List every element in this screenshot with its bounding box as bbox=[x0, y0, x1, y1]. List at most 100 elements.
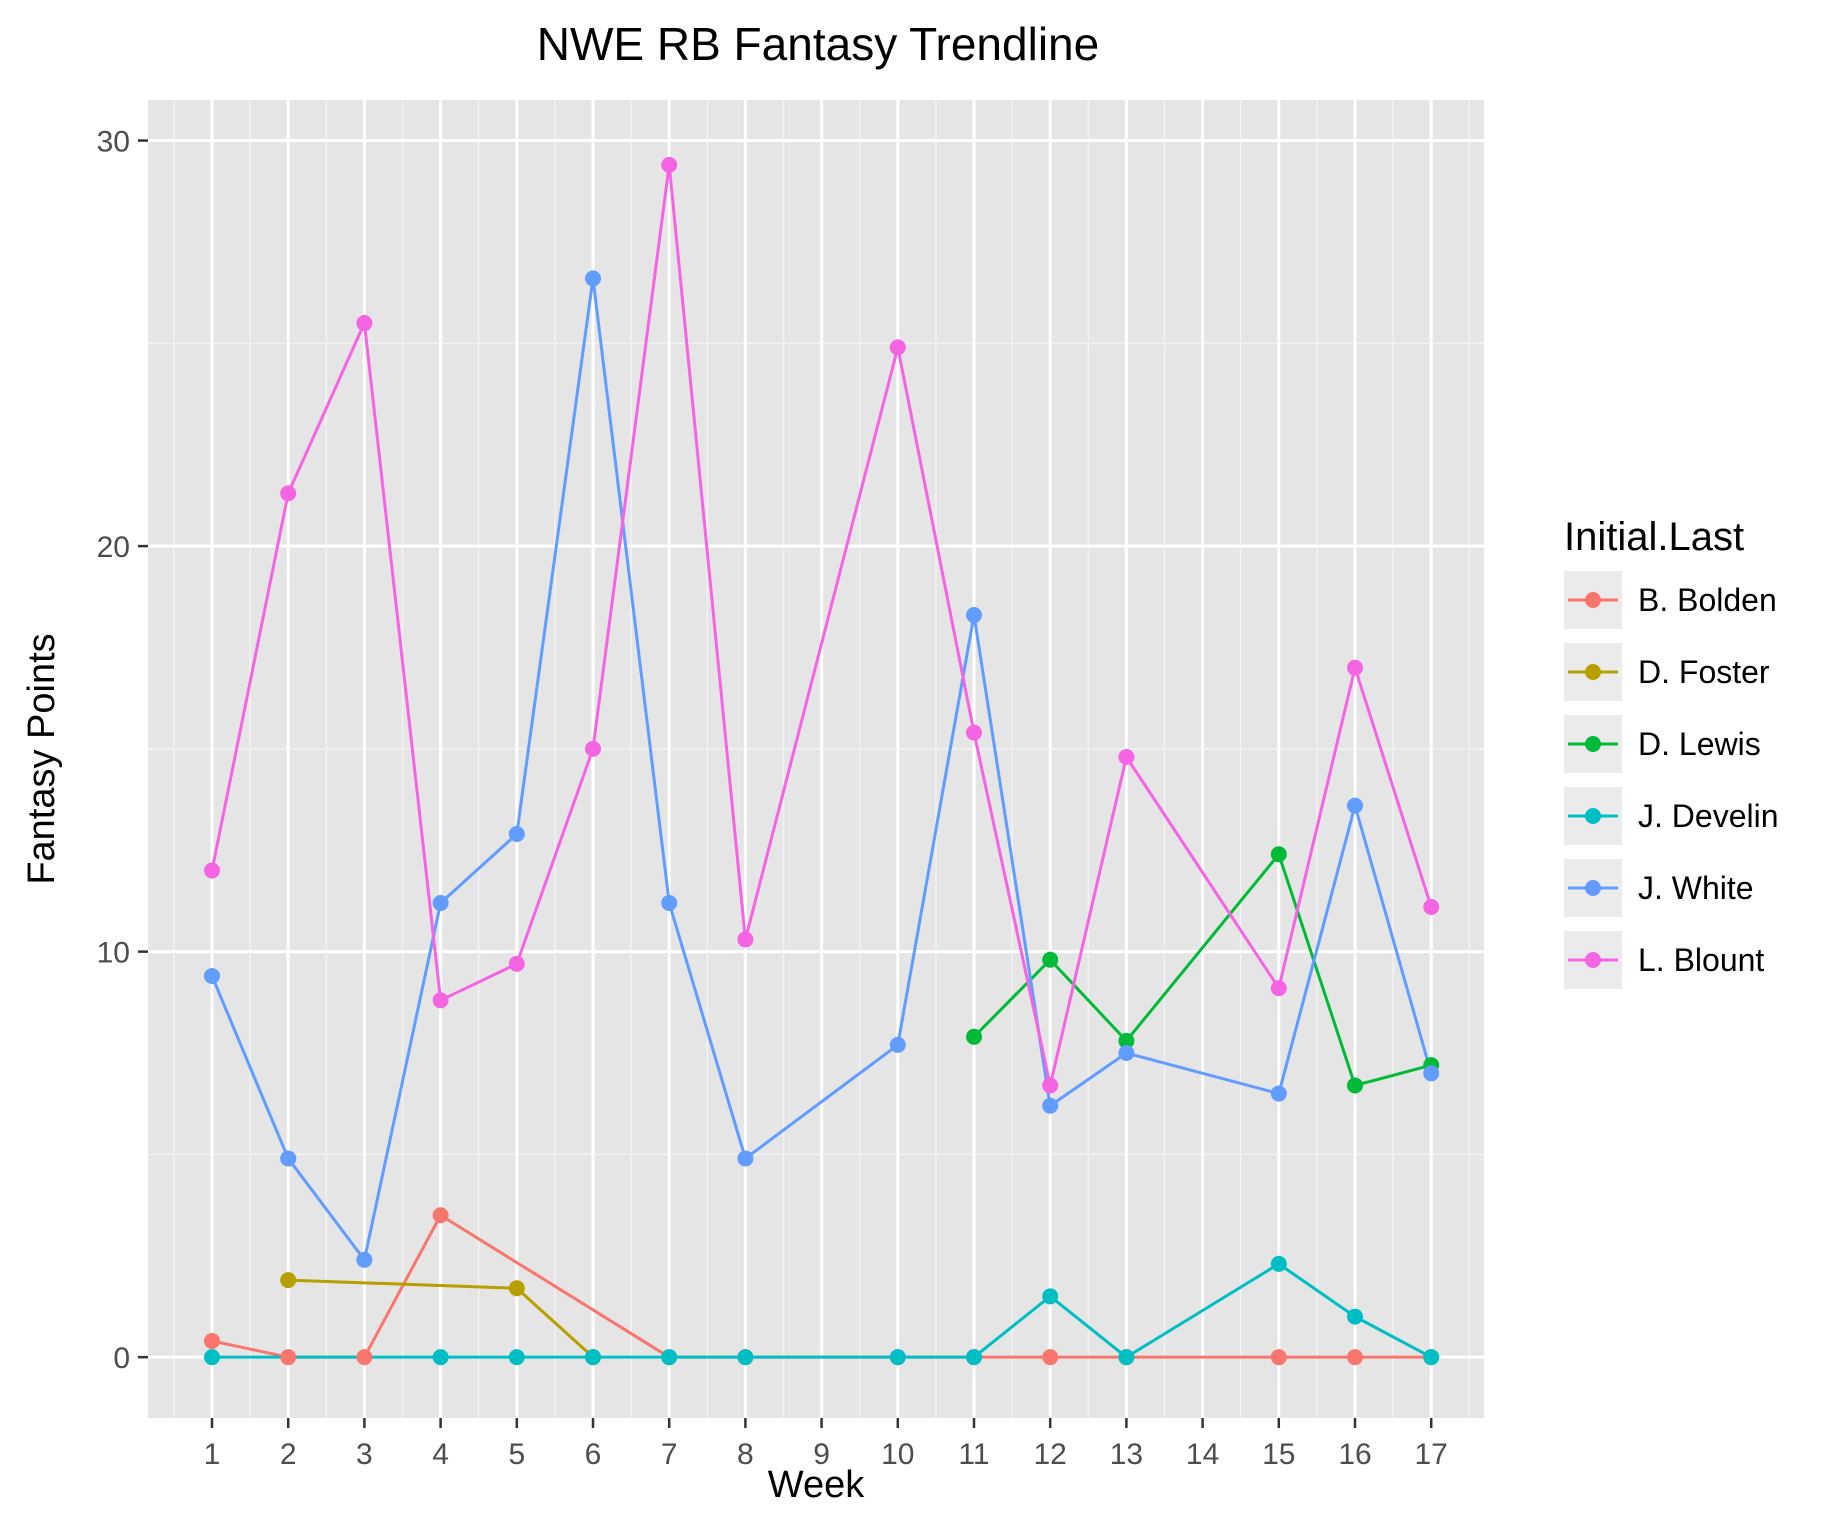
x-tick-label: 10 bbox=[881, 1438, 914, 1471]
legend-key-point bbox=[1585, 952, 1601, 968]
y-axis: 0 10 20 30 bbox=[97, 126, 148, 1375]
data-point-l-blount bbox=[1270, 980, 1287, 997]
minor-gridlines bbox=[148, 100, 1484, 1418]
x-tick-label: 14 bbox=[1186, 1438, 1219, 1471]
data-point-j-develin bbox=[585, 1349, 601, 1366]
data-point-j-white bbox=[280, 1150, 297, 1167]
x-axis-title: Week bbox=[768, 1464, 865, 1506]
data-point-l-blount bbox=[432, 992, 449, 1009]
data-point-l-blount bbox=[889, 339, 906, 356]
data-point-b-bolden bbox=[1347, 1349, 1363, 1366]
data-point-d-lewis bbox=[1118, 1032, 1135, 1049]
data-point-l-blount bbox=[1042, 1077, 1059, 1094]
data-point-j-develin bbox=[1423, 1349, 1440, 1366]
data-point-j-develin bbox=[737, 1349, 754, 1366]
legend-label: J. Develin bbox=[1638, 798, 1779, 834]
x-tick-label: 17 bbox=[1415, 1438, 1448, 1471]
data-point-l-blount bbox=[737, 931, 754, 948]
x-tick-label: 11 bbox=[958, 1438, 989, 1471]
x-tick-label: 9 bbox=[813, 1438, 830, 1471]
legend-label: B. Bolden bbox=[1638, 582, 1777, 618]
data-point-d-lewis bbox=[1042, 951, 1059, 968]
legend: Initial.Last B. Bolden D. Foster D. Lewis J… bbox=[1564, 515, 1779, 989]
series-line-d-lewis bbox=[972, 852, 1432, 1087]
data-point-l-blount bbox=[356, 315, 373, 332]
legend-label: L. Blount bbox=[1638, 942, 1764, 978]
data-point-d-foster bbox=[508, 1280, 525, 1297]
data-point-j-white bbox=[1118, 1045, 1135, 1062]
x-tick-label: 13 bbox=[1110, 1438, 1143, 1471]
data-point-j-develin bbox=[966, 1349, 982, 1366]
data-point-j-white bbox=[585, 270, 601, 287]
y-tick-label: 30 bbox=[97, 126, 130, 159]
data-point-j-white bbox=[737, 1150, 754, 1167]
y-axis-title: Fantasy Points bbox=[21, 633, 63, 884]
data-point-b-bolden bbox=[356, 1349, 373, 1366]
x-tick-label: 4 bbox=[432, 1438, 449, 1471]
data-point-l-blount bbox=[966, 724, 982, 741]
data-point-d-lewis bbox=[966, 1028, 982, 1045]
data-point-j-white bbox=[1270, 1085, 1287, 1102]
data-point-b-bolden bbox=[1042, 1349, 1059, 1366]
data-point-l-blount bbox=[280, 485, 297, 502]
data-point-j-white bbox=[508, 826, 525, 843]
data-point-j-develin bbox=[432, 1349, 449, 1366]
x-tick-label: 3 bbox=[356, 1438, 373, 1471]
data-point-j-white bbox=[1347, 797, 1363, 814]
legend-label: J. White bbox=[1638, 870, 1754, 906]
series-points bbox=[204, 156, 1440, 1366]
x-tick-label: 6 bbox=[585, 1438, 602, 1471]
data-point-j-develin bbox=[889, 1349, 906, 1366]
data-point-b-bolden bbox=[432, 1207, 449, 1224]
chart-title: NWE RB Fantasy Trendline bbox=[537, 18, 1099, 70]
data-point-j-white bbox=[966, 607, 982, 624]
data-point-d-lewis bbox=[1347, 1077, 1363, 1094]
x-axis: 1 2 3 4 5 6 7 8 9 10 11 12 13 14 15 16 17 bbox=[204, 1418, 1448, 1471]
legend-key-point bbox=[1585, 664, 1601, 680]
data-point-j-white bbox=[1042, 1097, 1059, 1114]
x-tick-label: 1 bbox=[204, 1438, 221, 1471]
data-point-j-develin bbox=[661, 1349, 678, 1366]
x-tick-label: 8 bbox=[737, 1438, 754, 1471]
data-point-j-white bbox=[204, 967, 220, 984]
data-point-j-develin bbox=[1347, 1308, 1363, 1325]
x-tick-label: 5 bbox=[508, 1438, 525, 1471]
data-point-j-develin bbox=[1118, 1349, 1135, 1366]
legend-title: Initial.Last bbox=[1564, 515, 1744, 559]
x-tick-label: 16 bbox=[1338, 1438, 1371, 1471]
legend-label: D. Foster bbox=[1638, 654, 1770, 690]
data-point-j-develin bbox=[1270, 1255, 1287, 1272]
data-point-l-blount bbox=[204, 862, 220, 879]
data-point-l-blount bbox=[661, 156, 678, 173]
data-point-d-lewis bbox=[1270, 846, 1287, 863]
data-point-j-develin bbox=[204, 1349, 220, 1366]
legend-items: B. Bolden D. Foster D. Lewis J. Develin J. W… bbox=[1564, 571, 1779, 989]
legend-key-point bbox=[1585, 808, 1601, 824]
legend-key-point bbox=[1585, 736, 1601, 752]
y-tick-label: 20 bbox=[97, 531, 130, 564]
data-point-j-develin bbox=[508, 1349, 525, 1366]
x-tick-label: 2 bbox=[280, 1438, 297, 1471]
x-tick-label: 7 bbox=[661, 1438, 678, 1471]
data-point-b-bolden bbox=[280, 1349, 297, 1366]
data-point-j-white bbox=[356, 1251, 373, 1268]
data-point-j-white bbox=[661, 894, 678, 911]
x-tick-label: 15 bbox=[1262, 1438, 1295, 1471]
y-tick-label: 0 bbox=[113, 1342, 130, 1375]
data-point-j-white bbox=[1423, 1065, 1440, 1082]
data-point-l-blount bbox=[585, 740, 601, 757]
data-point-b-bolden bbox=[1270, 1349, 1287, 1366]
legend-key-point bbox=[1585, 592, 1601, 608]
data-point-l-blount bbox=[508, 955, 525, 972]
x-tick-label: 12 bbox=[1034, 1438, 1067, 1471]
data-point-j-develin bbox=[1042, 1288, 1059, 1305]
data-point-l-blount bbox=[1118, 748, 1135, 765]
plot-panel bbox=[148, 100, 1484, 1418]
data-point-b-bolden bbox=[204, 1332, 220, 1349]
legend-key-point bbox=[1585, 880, 1601, 896]
data-point-l-blount bbox=[1347, 659, 1363, 676]
y-tick-label: 10 bbox=[97, 937, 130, 970]
data-point-j-white bbox=[432, 894, 449, 911]
data-point-j-white bbox=[889, 1036, 906, 1053]
